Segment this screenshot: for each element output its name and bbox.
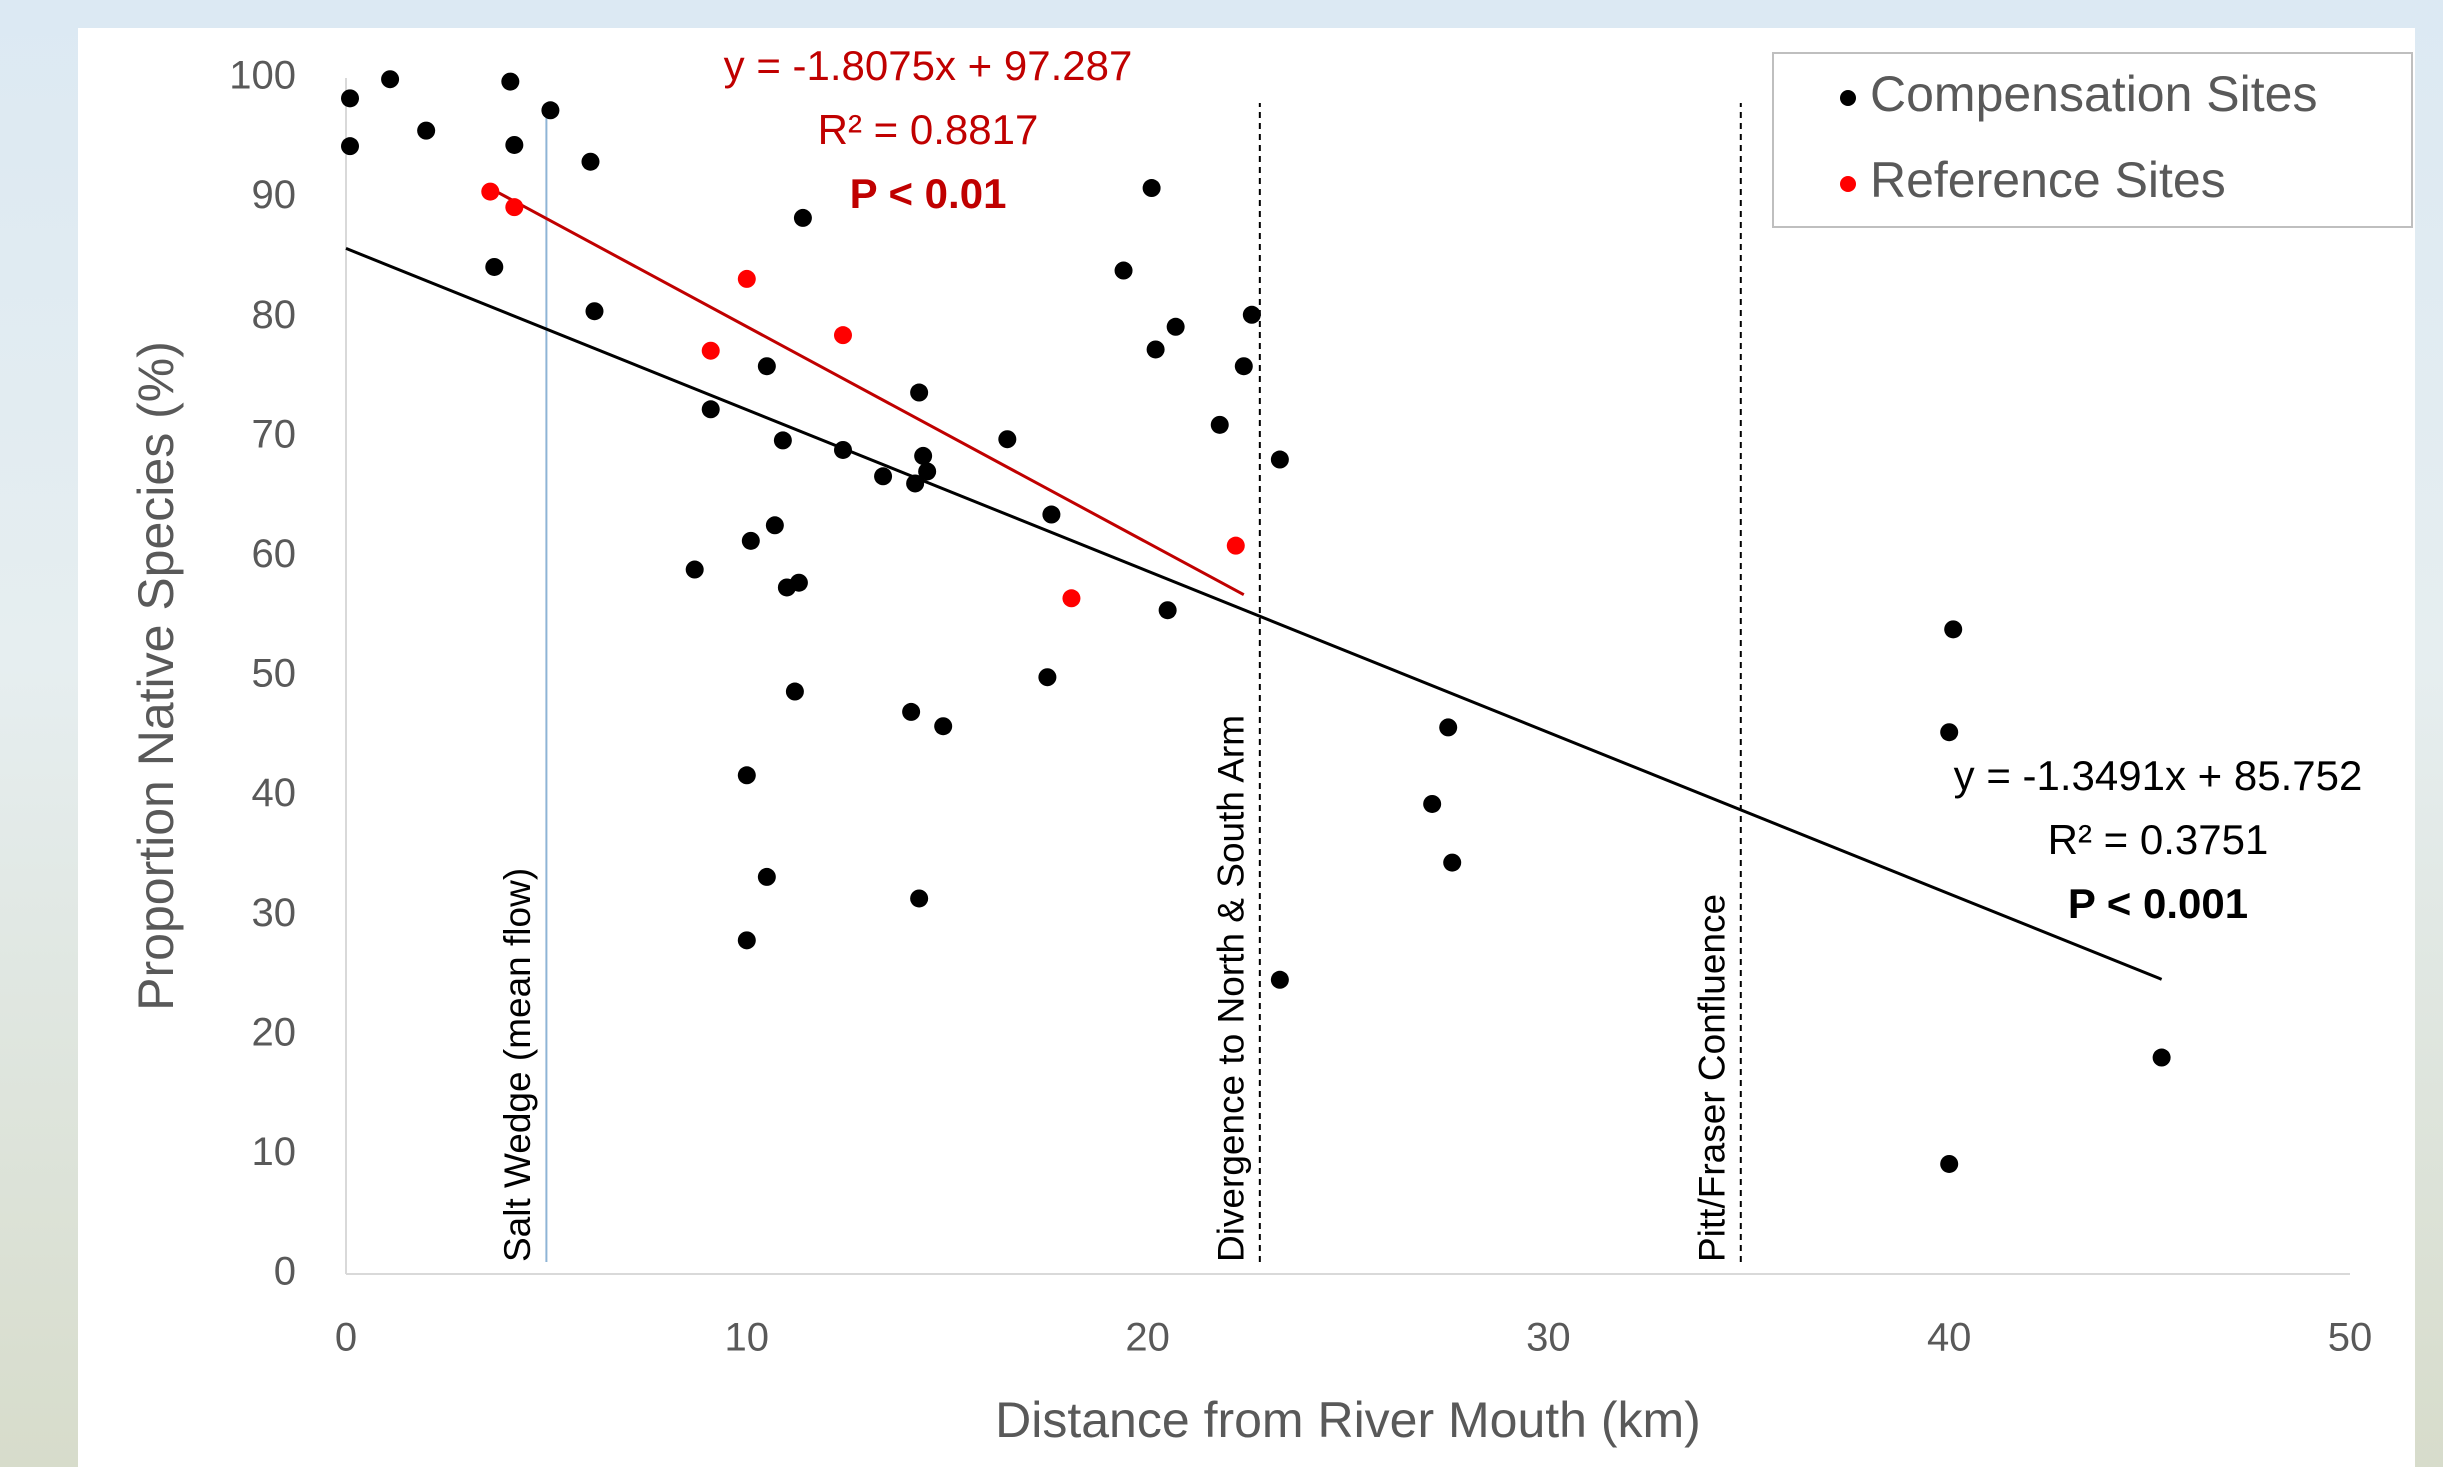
y-axis-title: Proportion Native Species (%) [128, 341, 184, 1011]
data-point [765, 516, 784, 535]
data-point [417, 121, 436, 140]
y-tick-label: 80 [252, 293, 297, 337]
data-point [505, 135, 524, 154]
data-point [685, 560, 704, 579]
data-point [934, 717, 953, 736]
y-tick-label: 70 [252, 412, 297, 456]
y-tick-label: 100 [229, 54, 296, 98]
y-tick-label: 30 [252, 891, 297, 935]
reference-line-label: Divergence to North & South Arm [1211, 715, 1252, 1262]
data-point [1242, 305, 1261, 324]
data-point [341, 89, 360, 108]
trendline-r2: R² = 0.8817 [818, 106, 1039, 153]
y-tick-label: 50 [252, 652, 297, 696]
data-point [1940, 1154, 1959, 1173]
y-tick-label: 40 [252, 771, 297, 815]
data-point [910, 889, 929, 908]
data-point [1439, 718, 1458, 737]
data-point [485, 257, 504, 276]
data-point [906, 474, 925, 493]
data-point [1270, 450, 1289, 469]
legend-marker [1840, 176, 1856, 192]
data-point [741, 531, 760, 550]
data-point [501, 72, 520, 91]
legend-marker [1840, 90, 1856, 106]
chart-panel [78, 28, 2415, 1467]
x-tick-label: 50 [2328, 1316, 2373, 1360]
x-tick-label: 30 [1526, 1316, 1571, 1360]
data-point [1042, 505, 1061, 524]
legend-box [1772, 52, 2413, 228]
reference-line-label: Salt Wedge (mean flow) [497, 868, 538, 1262]
data-point [341, 137, 360, 156]
data-point [833, 440, 852, 459]
y-tick-label: 20 [252, 1010, 297, 1054]
data-point [1166, 317, 1185, 336]
data-point [581, 152, 600, 171]
data-point [1158, 601, 1177, 620]
data-point [757, 357, 776, 376]
data-point [1234, 357, 1253, 376]
x-tick-label: 40 [1927, 1316, 1972, 1360]
x-tick-label: 0 [335, 1316, 357, 1360]
legend-label: Reference Sites [1870, 152, 2226, 208]
data-point [701, 341, 720, 360]
data-point [1944, 620, 1963, 639]
data-point [585, 302, 604, 321]
trendline-equation: y = -1.8075x + 97.287 [724, 42, 1133, 89]
trendline-p: P < 0.001 [2068, 880, 2248, 927]
data-point [1062, 589, 1081, 608]
data-point [918, 462, 937, 481]
reference-line-label: Pitt/Fraser Confluence [1692, 894, 1733, 1262]
data-point [1940, 723, 1959, 742]
data-point [1210, 415, 1229, 434]
trendline-r2: R² = 0.3751 [2048, 816, 2269, 863]
legend-label: Compensation Sites [1870, 66, 2317, 122]
data-point [737, 269, 756, 288]
trendline-p: P < 0.01 [850, 170, 1007, 217]
data-point [833, 326, 852, 345]
data-point [793, 208, 812, 227]
x-axis-title: Distance from River Mouth (km) [995, 1392, 1701, 1448]
data-point [1038, 668, 1057, 687]
trendline-equation: y = -1.3491x + 85.752 [1954, 752, 2363, 799]
data-point [737, 766, 756, 785]
data-point [505, 198, 524, 217]
data-point [773, 431, 792, 450]
data-point [1423, 794, 1442, 813]
data-point [1270, 970, 1289, 989]
data-point [541, 101, 560, 120]
data-point [902, 702, 921, 721]
trendline [489, 186, 1245, 597]
y-tick-label: 0 [274, 1250, 296, 1294]
x-tick-label: 10 [725, 1316, 770, 1360]
y-tick-label: 60 [252, 532, 297, 576]
data-point [910, 383, 929, 402]
data-point [998, 430, 1017, 449]
data-point [1443, 853, 1462, 872]
y-tick-label: 90 [252, 173, 297, 217]
data-point [1142, 179, 1161, 198]
data-point [914, 446, 933, 465]
data-point [1226, 536, 1245, 555]
data-point [789, 573, 808, 592]
x-tick-label: 20 [1125, 1316, 1170, 1360]
data-point [381, 70, 400, 89]
data-point [2152, 1048, 2171, 1067]
data-point [1114, 261, 1133, 280]
y-tick-label: 10 [252, 1130, 297, 1174]
data-point [757, 867, 776, 886]
data-point [701, 400, 720, 419]
data-point [785, 682, 804, 701]
trendline [345, 247, 2163, 981]
data-point [737, 931, 756, 950]
data-point [481, 182, 500, 201]
data-point [1146, 340, 1165, 359]
data-point [874, 467, 893, 486]
